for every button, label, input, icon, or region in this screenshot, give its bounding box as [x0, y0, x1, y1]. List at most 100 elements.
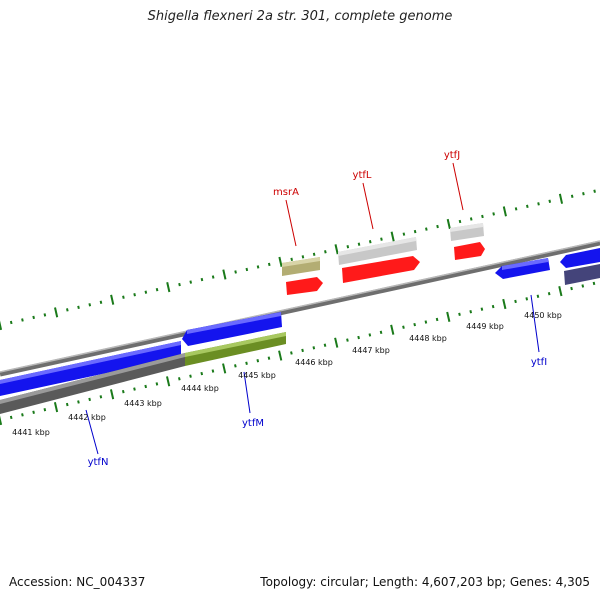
minor-tick — [32, 410, 35, 414]
major-tick — [502, 298, 507, 310]
gene-right-arrow[interactable] — [560, 248, 600, 268]
major-tick — [446, 218, 451, 230]
minor-tick — [312, 252, 316, 256]
minor-tick — [480, 307, 484, 311]
minor-tick — [581, 284, 585, 288]
minor-tick — [380, 237, 383, 241]
scale-label-4444: 4444 kbp — [181, 384, 219, 393]
minor-tick — [267, 262, 271, 267]
major-tick — [390, 324, 395, 335]
major-tick — [278, 256, 283, 267]
major-tick — [446, 311, 451, 322]
major-tick — [53, 402, 59, 413]
minor-tick — [211, 275, 215, 279]
minor-tick — [526, 204, 529, 209]
minor-tick — [469, 217, 473, 221]
minor-tick — [458, 219, 462, 224]
minor-tick — [492, 212, 495, 216]
major-tick — [558, 193, 564, 204]
minor-tick — [435, 317, 439, 322]
minor-tick — [537, 202, 540, 206]
genome-summary: Topology: circular; Length: 4,607,203 bp… — [260, 575, 590, 589]
accession-value: NC_004337 — [76, 575, 146, 589]
minor-tick — [346, 245, 350, 249]
minor-tick — [290, 351, 293, 355]
minor-tick — [144, 290, 148, 294]
genes-label: Genes: — [509, 575, 552, 589]
major-tick — [166, 282, 171, 293]
major-tick — [222, 363, 227, 374]
scale-label-4443: 4443 kbp — [124, 399, 162, 408]
minor-tick — [593, 189, 596, 193]
gene-label-msrA[interactable]: msrA — [273, 187, 299, 198]
major-tick — [502, 206, 507, 217]
minor-tick — [548, 199, 552, 203]
minor-tick — [458, 312, 461, 317]
minor-tick — [424, 320, 428, 324]
gene-label-ytfI[interactable]: ytfI — [531, 357, 547, 368]
minor-tick — [77, 305, 80, 310]
minor-tick — [402, 325, 405, 329]
minor-tick — [122, 295, 125, 299]
minor-tick — [547, 292, 551, 296]
genome-backbone-highlight — [0, 240, 600, 373]
minor-tick — [9, 320, 13, 325]
minor-tick — [66, 308, 69, 312]
gene-label-ytfL[interactable]: ytfL — [353, 170, 372, 181]
minor-tick — [21, 318, 24, 322]
minor-tick — [324, 250, 327, 254]
major-tick — [334, 337, 339, 348]
minor-tick — [211, 369, 215, 373]
minor-tick — [592, 281, 596, 286]
minor-tick — [155, 382, 159, 386]
minor-tick — [491, 304, 495, 309]
gene-label-ytfN[interactable]: ytfN — [88, 457, 109, 468]
gene-msrA-arrow[interactable] — [286, 277, 323, 295]
minor-tick — [425, 227, 428, 231]
major-tick — [390, 231, 395, 242]
gene-ytfL-arrow[interactable] — [342, 256, 420, 283]
minor-tick — [99, 300, 103, 304]
scale-label-4442: 4442 kbp — [68, 413, 106, 422]
minor-tick — [290, 257, 294, 262]
scale-label-4445: 4445 kbp — [238, 371, 276, 380]
minor-tick — [21, 413, 24, 417]
minor-tick — [256, 359, 260, 363]
minor-tick — [189, 280, 193, 284]
minor-tick — [570, 286, 573, 291]
scale-label-4441: 4441 kbp — [12, 428, 50, 437]
minor-tick — [133, 387, 136, 391]
topology-value: circular — [320, 575, 365, 589]
minor-tick — [402, 232, 406, 236]
gene-ytfJ-arrow[interactable] — [454, 242, 485, 260]
minor-tick — [234, 364, 237, 368]
minor-tick — [301, 255, 305, 259]
minor-tick — [32, 315, 35, 320]
gene-label-ytfM[interactable]: ytfM — [242, 418, 264, 429]
minor-tick — [234, 270, 237, 274]
major-tick — [109, 389, 115, 400]
minor-tick — [65, 402, 69, 407]
accession-info: Accession: NC_004337 — [9, 575, 145, 589]
minor-tick — [481, 214, 484, 219]
minor-tick — [200, 277, 204, 282]
upper-tick-track — [0, 189, 596, 331]
gene-label-ytfJ[interactable]: ytfJ — [444, 150, 460, 161]
major-tick — [0, 320, 3, 331]
minor-tick — [88, 303, 92, 307]
minor-tick — [245, 361, 248, 365]
scale-label-4447: 4447 kbp — [352, 346, 390, 355]
gene-ytfM-highlight — [187, 312, 281, 334]
genes-value: 4,305 — [555, 575, 590, 589]
gene-right-navy-box — [564, 264, 600, 285]
minor-tick — [379, 330, 383, 335]
major-tick — [222, 269, 227, 280]
minor-tick — [245, 267, 249, 272]
minor-tick — [9, 415, 13, 420]
minor-tick — [43, 408, 47, 412]
minor-tick — [43, 313, 47, 317]
length-label: Length: — [372, 575, 419, 589]
minor-tick — [357, 242, 361, 246]
